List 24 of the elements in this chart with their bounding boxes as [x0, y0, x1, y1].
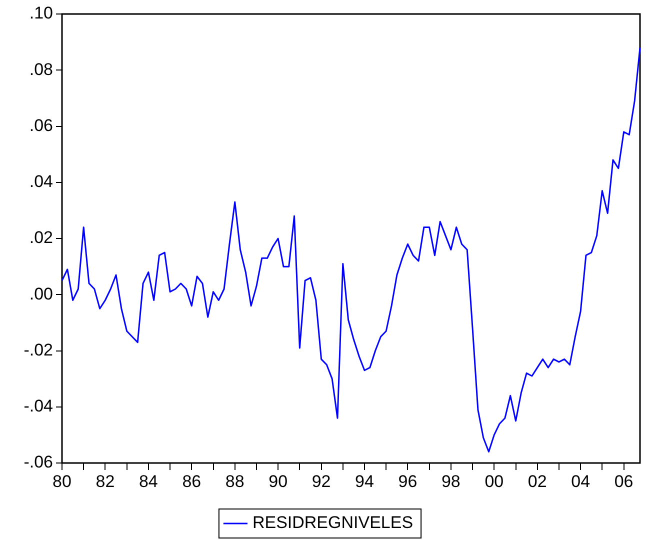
y-tick-label: .02 — [29, 228, 53, 248]
x-tick-label: 90 — [268, 472, 288, 491]
x-tick-label: 94 — [355, 472, 374, 491]
x-tick-label: 96 — [398, 472, 418, 491]
x-tick-label: 86 — [182, 472, 202, 491]
y-tick-label: .08 — [29, 60, 53, 79]
y-tick-label: .00 — [29, 284, 53, 304]
x-tick-label: 04 — [571, 472, 590, 491]
y-tick-label: .06 — [29, 116, 53, 135]
x-tick-label: 88 — [225, 472, 244, 491]
x-tick-label: 80 — [52, 472, 72, 491]
legend-label: RESIDREGNIVELES — [252, 513, 414, 532]
y-tick-label: -.06 — [24, 452, 53, 472]
x-tick-label: 02 — [528, 472, 547, 491]
y-tick-label: .10 — [29, 4, 53, 23]
x-tick-label: 84 — [138, 472, 158, 491]
y-tick-label: -.02 — [24, 340, 53, 360]
y-tick-label: .04 — [29, 172, 53, 192]
x-tick-label: 82 — [96, 472, 115, 491]
x-tick-label: 98 — [441, 472, 460, 491]
x-tick-label: 00 — [484, 472, 504, 491]
x-tick-label: 92 — [312, 472, 331, 491]
x-tick-label: 06 — [614, 472, 634, 491]
y-tick-label: -.04 — [24, 396, 53, 416]
